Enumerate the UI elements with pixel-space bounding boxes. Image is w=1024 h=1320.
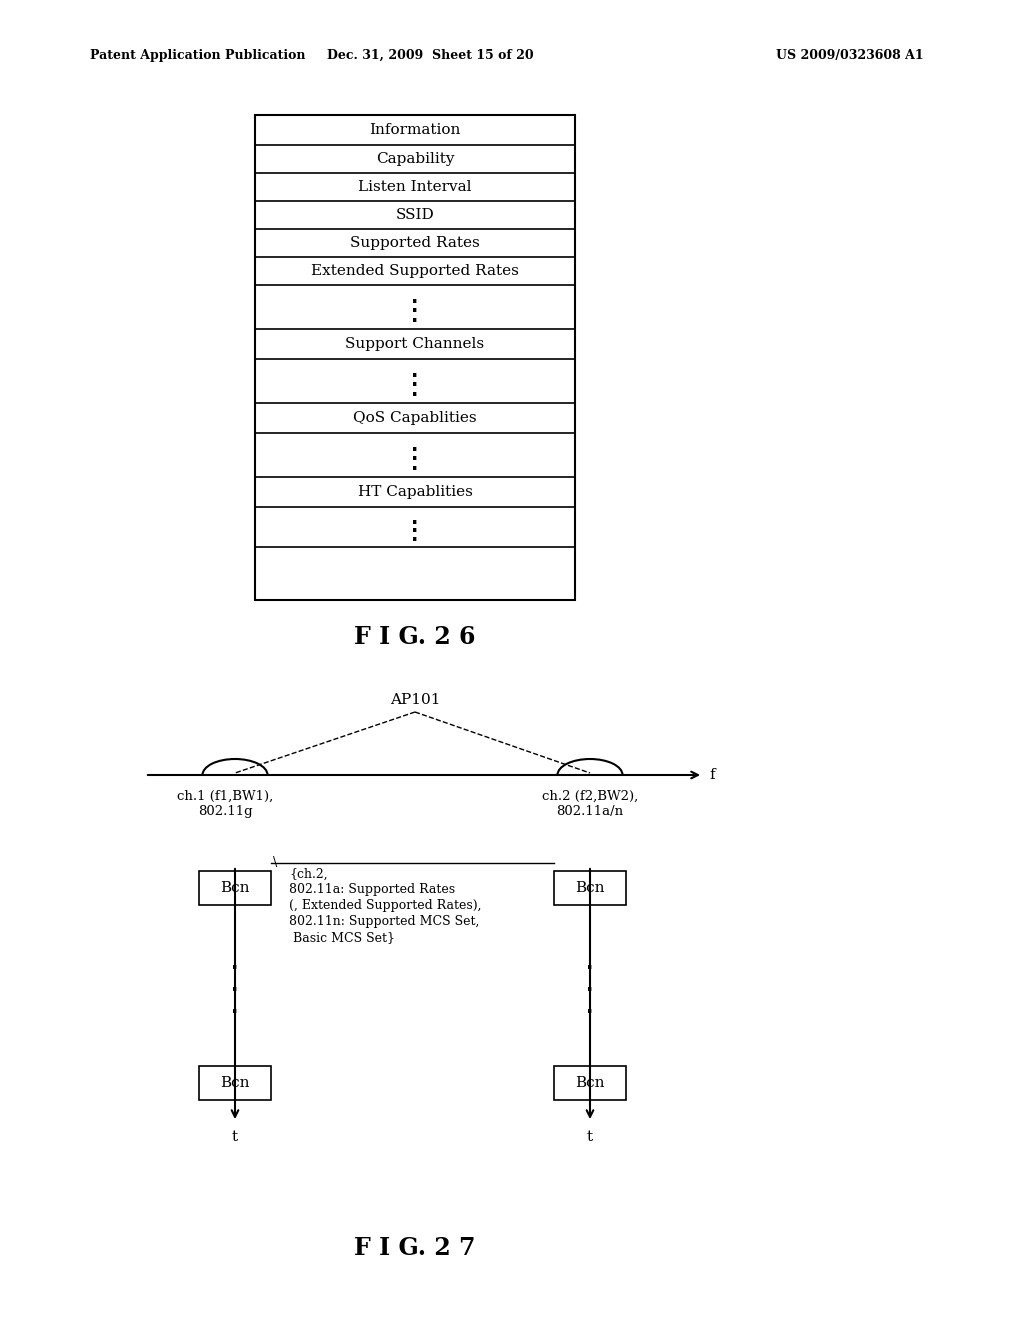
Text: .: . xyxy=(412,288,419,306)
Text: Listen Interval: Listen Interval xyxy=(358,180,472,194)
Text: Information: Information xyxy=(370,123,461,137)
Text: Extended Supported Rates: Extended Supported Rates xyxy=(311,264,519,279)
Text: Capability: Capability xyxy=(376,152,455,166)
Text: (, Extended Supported Rates),: (, Extended Supported Rates), xyxy=(289,899,481,912)
Text: 802.11n: Supported MCS Set,: 802.11n: Supported MCS Set, xyxy=(289,916,479,928)
Text: Bcn: Bcn xyxy=(575,880,605,895)
Text: t: t xyxy=(232,1130,238,1144)
Text: .: . xyxy=(412,362,419,380)
Text: .: . xyxy=(412,517,419,536)
Text: Bcn: Bcn xyxy=(575,1076,605,1090)
Bar xyxy=(255,115,575,601)
Bar xyxy=(554,871,626,906)
Text: ch.1 (f1,BW1),
802.11g: ch.1 (f1,BW1), 802.11g xyxy=(177,789,273,818)
Text: .: . xyxy=(412,527,419,545)
Text: US 2009/0323608 A1: US 2009/0323608 A1 xyxy=(776,49,924,62)
Text: Patent Application Publication: Patent Application Publication xyxy=(90,49,305,62)
Bar xyxy=(199,871,271,906)
Text: .: . xyxy=(412,297,419,317)
Text: AP101: AP101 xyxy=(390,693,440,708)
Text: F I G. 2 7: F I G. 2 7 xyxy=(354,1236,476,1261)
Text: .: . xyxy=(587,975,594,995)
Text: .: . xyxy=(412,308,419,326)
Text: .: . xyxy=(412,371,419,391)
Text: .: . xyxy=(412,508,419,528)
Text: Supported Rates: Supported Rates xyxy=(350,236,480,249)
Text: .: . xyxy=(231,975,239,995)
Text: Bcn: Bcn xyxy=(220,880,250,895)
Text: ch.2 (f2,BW2),
802.11a/n: ch.2 (f2,BW2), 802.11a/n xyxy=(542,789,638,818)
Text: HT Capablities: HT Capablities xyxy=(357,484,472,499)
Text: \: \ xyxy=(273,855,278,869)
Text: .: . xyxy=(412,455,419,474)
Text: F I G. 2 6: F I G. 2 6 xyxy=(354,624,476,649)
Text: SSID: SSID xyxy=(395,209,434,222)
Text: .: . xyxy=(231,954,239,973)
Text: t: t xyxy=(587,1130,593,1144)
Text: .: . xyxy=(412,446,419,465)
Text: Dec. 31, 2009  Sheet 15 of 20: Dec. 31, 2009 Sheet 15 of 20 xyxy=(327,49,534,62)
Bar xyxy=(554,1067,626,1100)
Text: Basic MCS Set}: Basic MCS Set} xyxy=(289,932,395,945)
Bar xyxy=(199,1067,271,1100)
Text: f: f xyxy=(709,768,715,781)
Text: .: . xyxy=(587,998,594,1016)
Text: 802.11a: Supported Rates: 802.11a: Supported Rates xyxy=(289,883,455,896)
Text: .: . xyxy=(587,954,594,973)
Text: Bcn: Bcn xyxy=(220,1076,250,1090)
Text: {ch.2,: {ch.2, xyxy=(289,867,328,880)
Text: Support Channels: Support Channels xyxy=(345,337,484,351)
Text: .: . xyxy=(412,436,419,454)
Text: QoS Capablities: QoS Capablities xyxy=(353,411,477,425)
Text: .: . xyxy=(412,381,419,400)
Text: .: . xyxy=(231,998,239,1016)
